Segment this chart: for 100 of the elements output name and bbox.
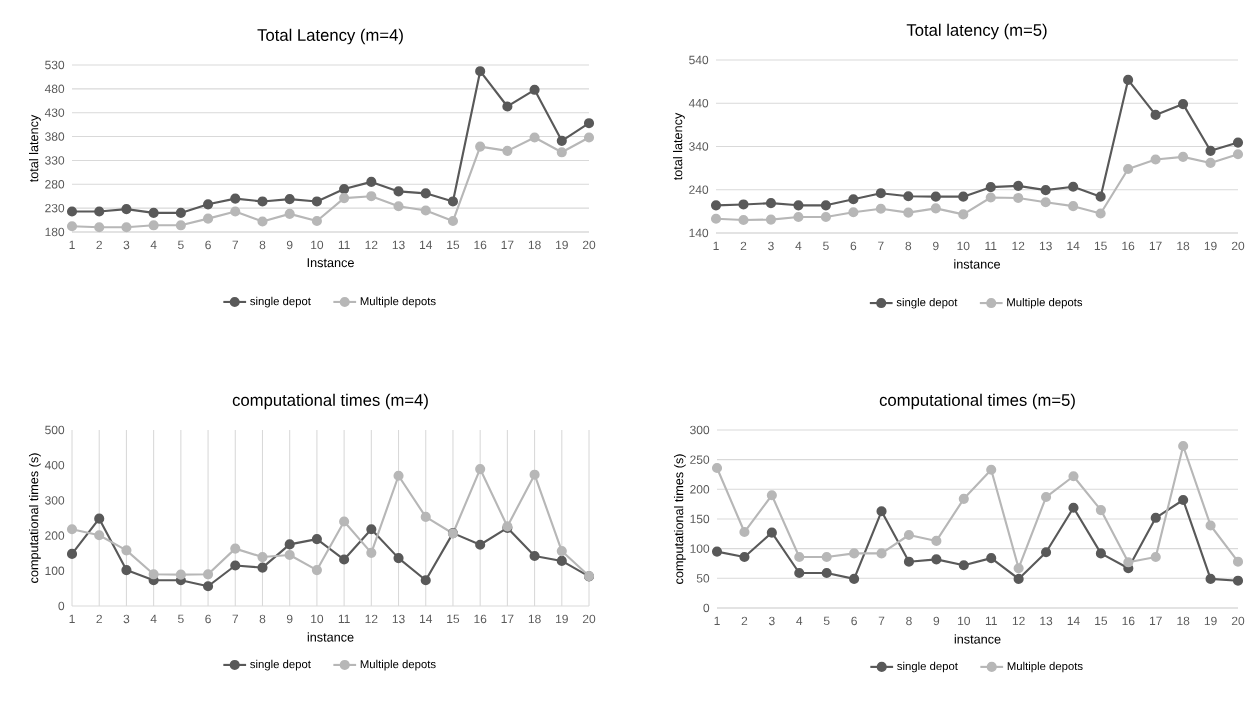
x-tick-label: 5 (823, 616, 830, 626)
point (148, 220, 159, 231)
x-tick-label: 5 (178, 240, 184, 250)
y-axis-title: computational times (s) (28, 453, 41, 583)
y-tick-label: 380 (45, 132, 65, 141)
y-tick-label: 540 (689, 55, 709, 65)
point (739, 551, 750, 563)
point (230, 543, 241, 554)
x-tick-label: 1 (713, 241, 719, 250)
point (849, 548, 860, 559)
y-tick-label: 340 (689, 142, 709, 151)
y-tick-label: 230 (45, 203, 65, 213)
point (903, 529, 915, 541)
point (848, 194, 859, 205)
x-tick-label: 18 (528, 240, 541, 250)
x-tick-label: 14 (419, 240, 433, 249)
point (202, 199, 214, 210)
point (930, 191, 941, 202)
x-axis-title: instance (307, 632, 354, 642)
x-tick-label: 7 (878, 241, 884, 250)
point (875, 203, 886, 214)
point (366, 547, 377, 558)
x-tick-label: 3 (768, 241, 774, 251)
point (230, 560, 241, 571)
point (820, 200, 831, 211)
point (121, 222, 132, 233)
y-tick-label: 480 (44, 84, 65, 94)
x-tick-label: 7 (232, 240, 238, 249)
point (447, 215, 459, 227)
x-tick-label: 7 (878, 616, 885, 625)
point (447, 196, 459, 207)
point (738, 214, 749, 226)
x-tick-label: 14 (419, 614, 433, 623)
point (339, 193, 350, 204)
x-tick-label: 11 (338, 240, 350, 249)
x-tick-label: 19 (1204, 241, 1217, 251)
legend-label: single depot (897, 661, 958, 673)
point (420, 188, 431, 199)
y-tick-label: 500 (45, 425, 65, 435)
x-tick-label: 4 (796, 616, 803, 625)
x-tick-label: 10 (957, 241, 970, 251)
x-tick-label: 1 (714, 616, 720, 625)
point (848, 207, 859, 218)
point (311, 215, 322, 227)
point (1150, 109, 1161, 120)
x-tick-label: 6 (205, 614, 211, 624)
point (1095, 208, 1106, 219)
point (94, 513, 105, 524)
x-tick-label: 18 (1177, 616, 1190, 626)
x-tick-label: 9 (933, 241, 939, 251)
point (1205, 520, 1216, 531)
point (931, 535, 942, 547)
point (793, 200, 804, 211)
x-tick-label: 19 (556, 240, 568, 250)
point (311, 565, 322, 576)
chart-title: computational times (m=4) (232, 393, 428, 410)
point (175, 207, 186, 218)
point (711, 462, 723, 474)
x-tick-label: 20 (582, 614, 596, 624)
legend-label: Multiple depots (360, 659, 436, 671)
legend-label: Multiple depots (360, 296, 436, 308)
legend-label: single depot (250, 659, 311, 671)
point (529, 469, 540, 480)
x-tick-label: 11 (338, 614, 350, 623)
point (583, 132, 595, 143)
x-tick-label: 18 (528, 614, 541, 624)
y-tick-label: 100 (45, 566, 65, 576)
point (1123, 163, 1134, 175)
point (1095, 191, 1106, 202)
x-tick-label: 2 (741, 616, 748, 626)
point (556, 546, 567, 557)
x-tick-label: 6 (851, 616, 857, 626)
y-tick-label: 100 (690, 544, 710, 553)
point (1205, 145, 1216, 156)
x-tick-label: 19 (1204, 616, 1217, 626)
point (958, 493, 969, 504)
point (148, 207, 159, 218)
x-tick-label: 1 (69, 240, 75, 249)
x-tick-label: 20 (1231, 616, 1245, 626)
legend-label: single depot (896, 297, 958, 309)
point (556, 135, 567, 146)
point (366, 176, 377, 187)
chart-title: Total Latency (m=4) (257, 28, 403, 45)
x-tick-label: 9 (933, 616, 940, 626)
point (1068, 201, 1079, 212)
x-tick-label: 13 (392, 240, 405, 250)
point (958, 191, 969, 202)
x-tick-label: 14 (1067, 241, 1080, 250)
point (931, 554, 942, 565)
x-tick-label: 6 (205, 240, 211, 250)
point (94, 206, 105, 217)
x-tick-label: 19 (556, 614, 568, 624)
x-tick-label: 12 (365, 614, 378, 624)
point (475, 463, 486, 475)
x-tick-label: 14 (1067, 616, 1080, 625)
point (1178, 440, 1189, 452)
point (257, 216, 268, 227)
point (66, 548, 78, 559)
point (903, 191, 914, 202)
y-tick-label: 400 (44, 460, 65, 470)
